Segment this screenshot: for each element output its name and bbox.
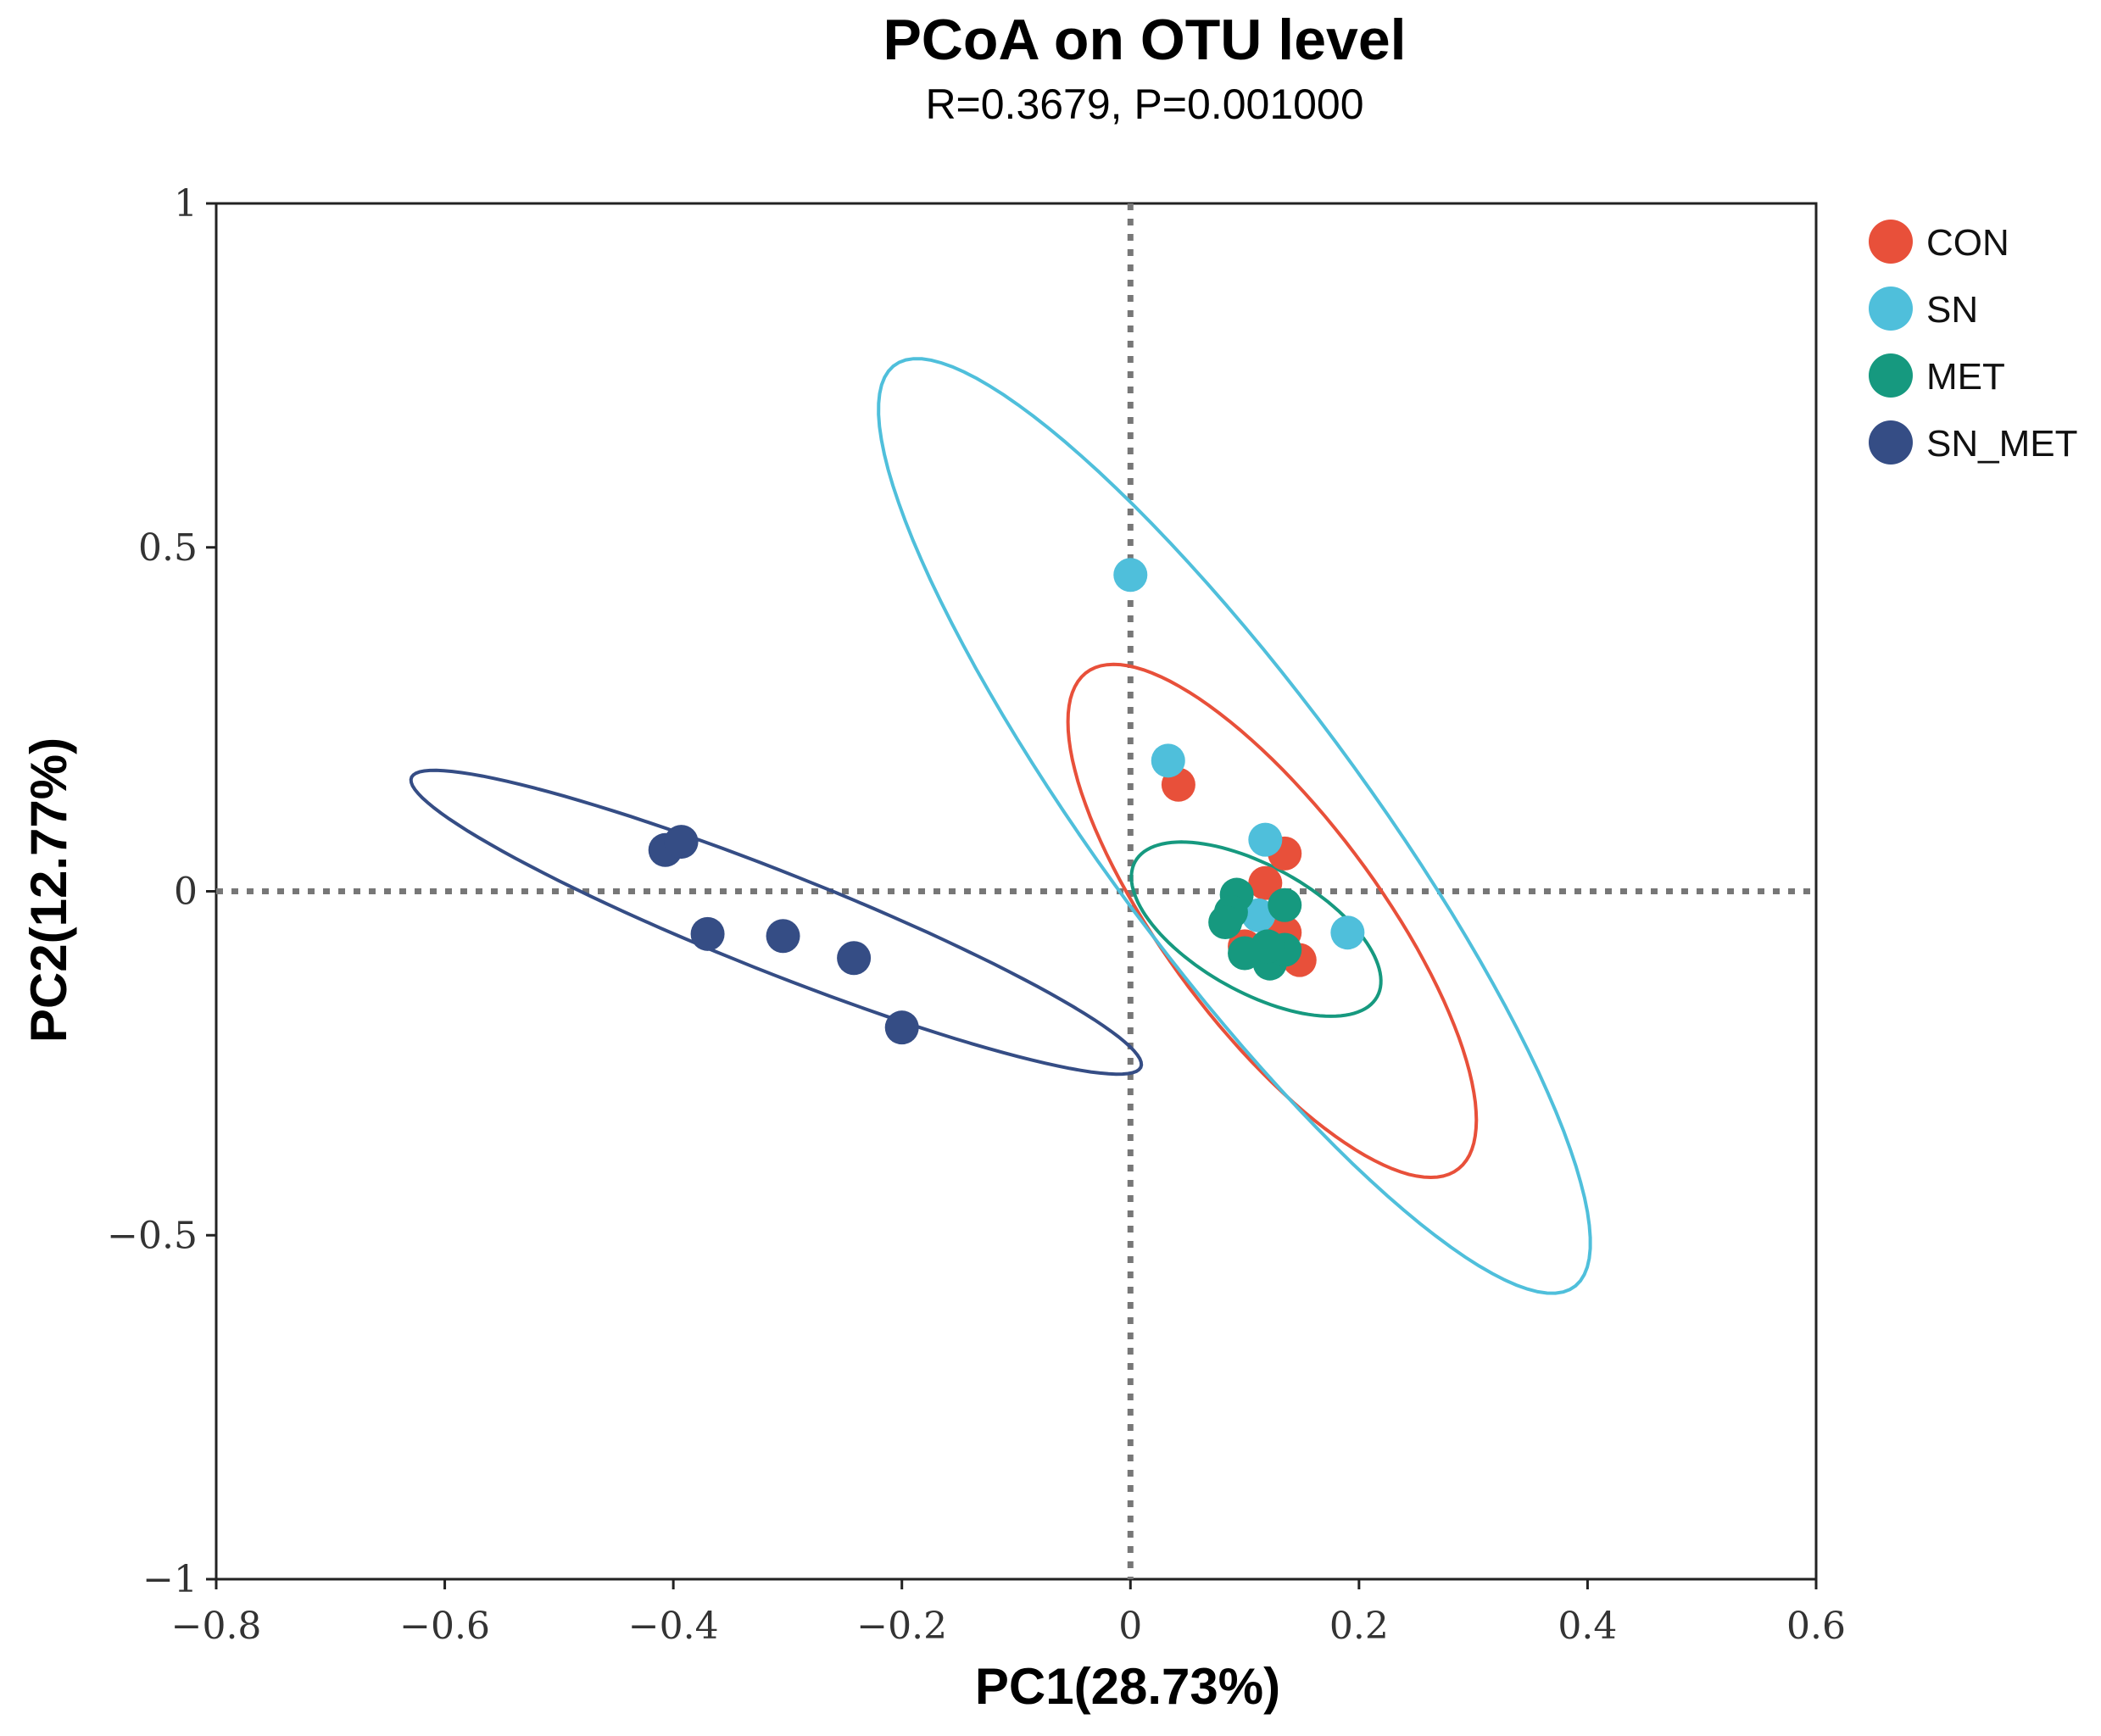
y-tick-label: 1 bbox=[174, 182, 198, 225]
point-sn bbox=[1248, 822, 1283, 857]
legend-label-sn: SN bbox=[1926, 289, 1978, 331]
legend-marker-met bbox=[1869, 353, 1913, 398]
ellipse-met bbox=[1129, 840, 1383, 1018]
legend-label-sn-met: SN_MET bbox=[1926, 423, 2077, 465]
chart-subtitle: R=0.3679, P=0.001000 bbox=[925, 81, 1363, 128]
x-tick-label: 0.2 bbox=[1329, 1605, 1389, 1648]
point-met bbox=[1268, 887, 1302, 922]
plot-area: −0.8 −0.6 −0.4 −0.2 0 0.2 0.4 0.6 1 0.5 0 −0.5 −1 bbox=[107, 182, 1846, 1648]
point-met bbox=[1251, 929, 1285, 964]
x-axis-label: PC1(28.73%) bbox=[975, 1658, 1280, 1715]
x-tick-label: −0.6 bbox=[399, 1605, 490, 1648]
point-sn-met bbox=[664, 825, 699, 860]
point-sn-met bbox=[884, 1010, 919, 1045]
y-tick-label: 0 bbox=[174, 871, 198, 914]
x-tick-label: −0.4 bbox=[628, 1605, 719, 1648]
x-tick-label: −0.2 bbox=[856, 1605, 947, 1648]
legend-marker-sn bbox=[1869, 287, 1913, 331]
y-tick-label: −1 bbox=[142, 1558, 198, 1601]
point-met bbox=[1208, 905, 1243, 940]
legend-marker-con bbox=[1869, 220, 1913, 264]
ellipse-con bbox=[1066, 662, 1479, 1180]
chart-title: PCoA on OTU level bbox=[883, 8, 1406, 72]
ellipse-sn-met bbox=[409, 768, 1144, 1077]
x-tick-label: −0.8 bbox=[171, 1605, 262, 1648]
y-axis-label: PC2(12.77%) bbox=[20, 737, 77, 1043]
x-tick-label: 0.6 bbox=[1786, 1605, 1846, 1648]
y-tick-label: −0.5 bbox=[107, 1214, 198, 1257]
point-sn bbox=[1330, 915, 1365, 950]
legend-label-met: MET bbox=[1926, 356, 2005, 398]
point-sn bbox=[1113, 558, 1148, 593]
point-sn-met bbox=[690, 916, 725, 951]
legend-marker-sn-met bbox=[1869, 420, 1913, 465]
legend: CON SN MET SN_MET bbox=[1869, 220, 2077, 465]
point-sn-met bbox=[766, 919, 800, 954]
ellipse-sn bbox=[877, 357, 1592, 1295]
legend-label-con: CON bbox=[1926, 222, 2009, 264]
point-sn bbox=[1151, 743, 1185, 778]
point-sn-met bbox=[837, 941, 872, 976]
point-sn bbox=[1241, 898, 1276, 932]
point-con bbox=[1248, 865, 1283, 900]
x-tick-label: 0.4 bbox=[1558, 1605, 1617, 1648]
x-tick-label: 0 bbox=[1118, 1605, 1142, 1648]
y-tick-label: 0.5 bbox=[138, 526, 198, 570]
